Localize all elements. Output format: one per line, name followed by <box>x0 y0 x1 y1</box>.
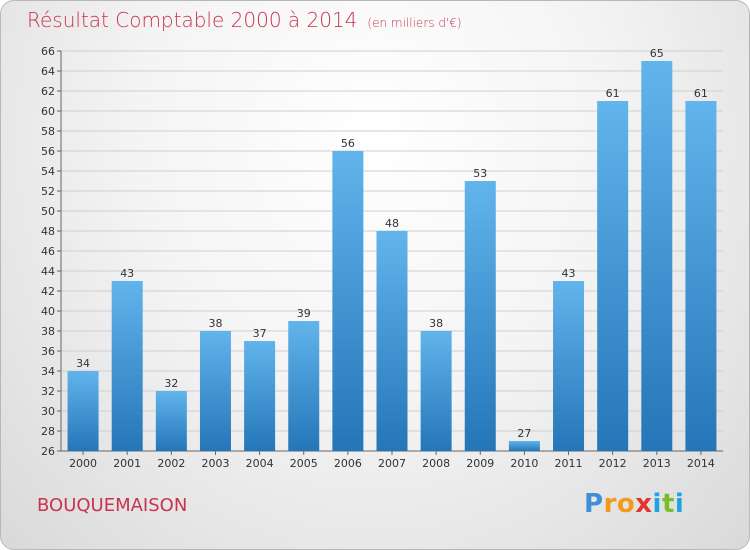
x-tick-label: 2000 <box>69 457 97 470</box>
y-tick-label: 52 <box>41 185 55 198</box>
logo-letter: r <box>603 489 617 519</box>
y-tick-label: 54 <box>41 165 55 178</box>
x-tick-label: 2012 <box>599 457 627 470</box>
x-tick-label: 2006 <box>334 457 362 470</box>
bar-value-label: 39 <box>297 307 311 320</box>
y-axis-ticks: 26 28 30 32 34 36 38 40 42 44 46 48 50 52 54 56 58 60 62 64… <box>41 45 61 458</box>
chart-title: Résultat Comptable 2000 à 2014 (en millie… <box>27 8 462 32</box>
x-tick-label: 2008 <box>422 457 450 470</box>
x-tick-label: 2001 <box>113 457 141 470</box>
bar-value-label: 61 <box>694 87 708 100</box>
y-tick-label: 60 <box>41 105 55 118</box>
x-tick-label: 2009 <box>466 457 494 470</box>
bar <box>685 101 717 451</box>
y-tick-label: 56 <box>41 145 55 158</box>
bar-value-label: 34 <box>76 357 90 370</box>
x-tick-label: 2002 <box>157 457 185 470</box>
y-tick-label: 40 <box>41 305 55 318</box>
logo-letter: o <box>616 489 636 519</box>
bar-value-label: 43 <box>562 267 576 280</box>
bar-value-label: 48 <box>385 217 399 230</box>
x-tick-label: 2011 <box>555 457 583 470</box>
x-tick-label: 2014 <box>687 457 715 470</box>
y-tick-label: 50 <box>41 205 55 218</box>
bar <box>420 331 452 451</box>
y-tick-label: 66 <box>41 45 55 58</box>
x-axis-ticks: 2000 2001 2002 2003 2004 2005 2006 2007 2008 2009… <box>69 451 715 470</box>
proxiti-logo: Proxiti <box>584 489 684 519</box>
bar <box>464 181 496 451</box>
bar-value-label: 37 <box>253 327 267 340</box>
chart-title-text: Résultat Comptable 2000 à 2014 <box>27 8 358 32</box>
logo-letter: P <box>584 489 604 519</box>
bar-value-label: 38 <box>208 317 222 330</box>
bar-value-label: 53 <box>473 167 487 180</box>
x-tick-label: 2013 <box>643 457 671 470</box>
bar-value-label: 61 <box>606 87 620 100</box>
y-tick-label: 48 <box>41 225 55 238</box>
y-tick-label: 34 <box>41 365 55 378</box>
x-tick-label: 2005 <box>290 457 318 470</box>
y-tick-label: 44 <box>41 265 55 278</box>
logo-letter: i <box>652 489 662 519</box>
bar <box>67 371 99 451</box>
y-tick-label: 32 <box>41 385 55 398</box>
y-tick-label: 28 <box>41 425 55 438</box>
logo-letter: x <box>635 489 653 519</box>
y-tick-label: 58 <box>41 125 55 138</box>
bar-value-label: 38 <box>429 317 443 330</box>
bar <box>332 151 364 451</box>
y-tick-label: 42 <box>41 285 55 298</box>
bar-value-label: 27 <box>517 427 531 440</box>
bar <box>244 341 276 451</box>
y-tick-label: 64 <box>41 65 55 78</box>
bar <box>111 281 143 451</box>
logo-letter: t <box>661 489 675 519</box>
bar <box>508 441 540 451</box>
y-tick-label: 26 <box>41 445 55 458</box>
bar <box>376 231 408 451</box>
y-tick-label: 46 <box>41 245 55 258</box>
commune-name: BOUQUEMAISON <box>37 495 188 516</box>
x-tick-label: 2007 <box>378 457 406 470</box>
bar-value-label: 56 <box>341 137 355 150</box>
bar-value-label: 65 <box>650 47 664 60</box>
x-tick-label: 2010 <box>510 457 538 470</box>
y-tick-label: 36 <box>41 345 55 358</box>
bar <box>553 281 585 451</box>
y-tick-label: 38 <box>41 325 55 338</box>
y-tick-label: 30 <box>41 405 55 418</box>
bars: 34 43 32 38 37 39 56 48 38 53 27 43 61 65 61 <box>67 47 717 451</box>
bar <box>597 101 629 451</box>
bar <box>288 321 320 451</box>
x-tick-label: 2004 <box>246 457 274 470</box>
bar-value-label: 43 <box>120 267 134 280</box>
bar <box>155 391 187 451</box>
bar <box>199 331 231 451</box>
logo-letter: i <box>674 489 685 519</box>
x-tick-label: 2003 <box>201 457 229 470</box>
bar <box>641 61 673 451</box>
bar-value-label: 32 <box>164 377 178 390</box>
y-tick-label: 62 <box>41 85 55 98</box>
chart-title-unit: (en milliers d'€) <box>367 16 462 30</box>
